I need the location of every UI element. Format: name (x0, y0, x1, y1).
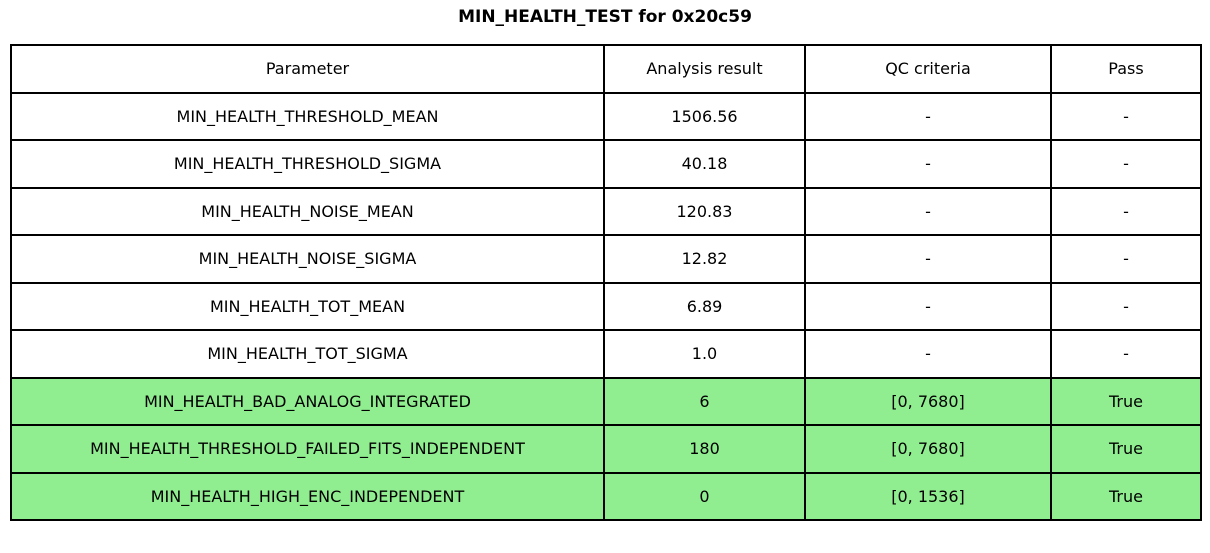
cell-qc: - (804, 234, 1052, 284)
cell-parameter: MIN_HEALTH_THRESHOLD_FAILED_FITS_INDEPEN… (10, 424, 605, 474)
cell-result: 6 (603, 376, 806, 426)
cell-pass: True (1050, 376, 1202, 426)
cell-pass: - (1050, 329, 1202, 379)
cell-result: 0 (603, 471, 806, 521)
cell-pass: - (1050, 139, 1202, 189)
cell-pass: True (1050, 424, 1202, 474)
table-row: MIN_HEALTH_TOT_MEAN 6.89- - (10, 281, 1202, 331)
page-title: MIN_HEALTH_TEST for 0x20c59 (458, 7, 752, 27)
cell-pass: - (1050, 186, 1202, 236)
table-row: MIN_HEALTH_THRESHOLD_MEAN 1506.56- - (10, 91, 1202, 141)
header-row: Parameter Analysis result QC criteria Pass (10, 44, 1202, 94)
cell-parameter: MIN_HEALTH_TOT_MEAN (10, 281, 605, 331)
column-header-analysis-result: Analysis result (603, 44, 806, 94)
qc-results-table: Parameter Analysis result QC criteria Pass … (10, 44, 1202, 521)
cell-qc: [0, 7680] (804, 424, 1052, 474)
cell-qc: - (804, 139, 1052, 189)
cell-qc: [0, 1536] (804, 471, 1052, 521)
table-row: MIN_HEALTH_BAD_ANALOG_INTEGRATED 6 [0, 768… (10, 376, 1202, 426)
cell-pass: - (1050, 234, 1202, 284)
table-row: MIN_HEALTH_THRESHOLD_FAILED_FITS_INDEPEN… (10, 424, 1202, 474)
column-header-pass: Pass (1050, 44, 1202, 94)
cell-parameter: MIN_HEALTH_NOISE_SIGMA (10, 234, 605, 284)
column-header-qc-criteria: QC criteria (804, 44, 1052, 94)
cell-result: 40.18 (603, 139, 806, 189)
cell-parameter: MIN_HEALTH_THRESHOLD_SIGMA (10, 139, 605, 189)
table-row: MIN_HEALTH_TOT_SIGMA 1.0- - (10, 329, 1202, 379)
table-row: MIN_HEALTH_NOISE_MEAN 120.83- - (10, 186, 1202, 236)
cell-qc: [0, 7680] (804, 376, 1052, 426)
cell-qc: - (804, 91, 1052, 141)
table-row: MIN_HEALTH_NOISE_SIGMA 12.82- - (10, 234, 1202, 284)
table-row: MIN_HEALTH_HIGH_ENC_INDEPENDENT 0 [0, 1536… (10, 471, 1202, 521)
table-row: MIN_HEALTH_THRESHOLD_SIGMA 40.18- - (10, 139, 1202, 189)
cell-pass: - (1050, 91, 1202, 141)
cell-parameter: MIN_HEALTH_THRESHOLD_MEAN (10, 91, 605, 141)
cell-parameter: MIN_HEALTH_BAD_ANALOG_INTEGRATED (10, 376, 605, 426)
cell-result: 1506.56 (603, 91, 806, 141)
cell-qc: - (804, 329, 1052, 379)
cell-pass: True (1050, 471, 1202, 521)
cell-result: 120.83 (603, 186, 806, 236)
cell-result: 180 (603, 424, 806, 474)
cell-qc: - (804, 186, 1052, 236)
cell-parameter: MIN_HEALTH_TOT_SIGMA (10, 329, 605, 379)
cell-result: 12.82 (603, 234, 806, 284)
cell-result: 1.0 (603, 329, 806, 379)
cell-qc: - (804, 281, 1052, 331)
cell-parameter: MIN_HEALTH_NOISE_MEAN (10, 186, 605, 236)
cell-parameter: MIN_HEALTH_HIGH_ENC_INDEPENDENT (10, 471, 605, 521)
table-body: MIN_HEALTH_THRESHOLD_MEAN 1506.56- - MIN_HE… (10, 91, 1202, 521)
cell-result: 6.89 (603, 281, 806, 331)
column-header-parameter: Parameter (10, 44, 605, 94)
cell-pass: - (1050, 281, 1202, 331)
